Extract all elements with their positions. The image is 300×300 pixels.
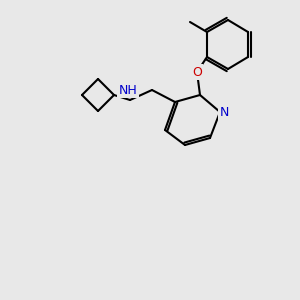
Text: O: O bbox=[192, 65, 202, 79]
Text: N: N bbox=[219, 106, 229, 118]
Text: NH: NH bbox=[118, 83, 137, 97]
